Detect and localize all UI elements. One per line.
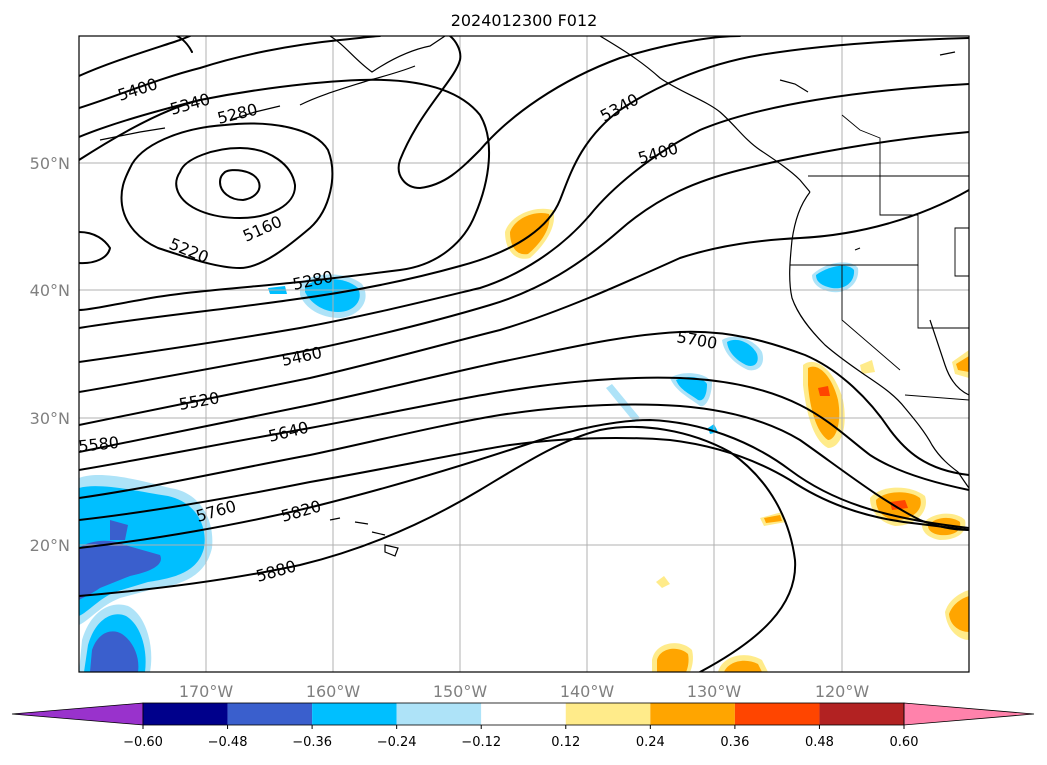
lon-label-150w: 150°W (433, 682, 488, 701)
contour-label: 5760 (194, 496, 238, 525)
lat-label-40n: 40°N (30, 281, 70, 300)
lat-label-30n: 30°N (30, 409, 70, 428)
height-contours (79, 36, 969, 672)
latitude-labels: 50°N 40°N 30°N 20°N (30, 154, 70, 555)
colorbar-tick-label: −0.60 (123, 735, 163, 750)
contour-label: 5460 (280, 343, 324, 370)
contour-label: 5580 (77, 433, 119, 456)
colorbar-tick-label: −0.48 (208, 735, 248, 750)
map-area: 5400 5340 5280 5160 5220 5280 5340 5400 … (77, 36, 969, 672)
colorbar-extend-low (11, 702, 144, 726)
contour-label: 5220 (167, 234, 212, 267)
map-frame (78, 35, 970, 673)
colorbar-segment (734, 703, 820, 725)
shaded-field-blue (79, 262, 859, 672)
colorbar-segment (819, 703, 904, 725)
colorbar-segment (481, 703, 566, 725)
shaded-field-orange (505, 208, 969, 672)
colorbar-segment (227, 703, 313, 725)
colorbar-tick-label: −0.36 (292, 735, 332, 750)
contour-label: 5820 (279, 496, 323, 525)
colorbar-tick-label: 0.48 (805, 735, 834, 750)
lon-label-160w: 160°W (306, 682, 361, 701)
colorbar-tick-label: 0.12 (551, 735, 580, 750)
colorbar-segment (650, 703, 735, 725)
contour-label: 5640 (266, 418, 310, 446)
longitude-labels: 170°W 160°W 150°W 140°W 130°W 120°W (179, 682, 870, 701)
colorbar-tick-label: −0.24 (377, 735, 417, 750)
political-borders (790, 114, 969, 401)
colorbar-tick-label: 0.24 (636, 735, 665, 750)
lat-label-20n: 20°N (30, 536, 70, 555)
colorbar: −0.60 −0.48 −0.36 −0.24 −0.12 0.12 0.24 0.36 0.4… (11, 702, 1035, 750)
colorbar-segment (312, 703, 397, 725)
contour-label: 5340 (597, 90, 642, 126)
lon-label-120w: 120°W (815, 682, 870, 701)
colorbar-segment (143, 703, 228, 725)
contour-label: 5400 (115, 74, 160, 105)
colorbar-extend-high (903, 702, 1035, 726)
lon-label-170w: 170°W (179, 682, 234, 701)
lon-label-130w: 130°W (687, 682, 742, 701)
colorbar-tick-label: −0.12 (461, 735, 501, 750)
lon-label-140w: 140°W (560, 682, 615, 701)
colorbar-tick-label: 0.36 (720, 735, 749, 750)
graticule (79, 36, 969, 672)
colorbar-outline (142, 702, 905, 726)
lat-label-50n: 50°N (30, 154, 70, 173)
map-title: 2024012300 F012 (451, 11, 598, 30)
colorbar-segment (396, 703, 482, 725)
colorbar-segment (565, 703, 651, 725)
contour-label: 5520 (177, 388, 220, 414)
colorbar-tick-label: 0.60 (890, 735, 919, 750)
contour-label: 5880 (254, 556, 298, 585)
contour-label: 5700 (675, 327, 718, 353)
